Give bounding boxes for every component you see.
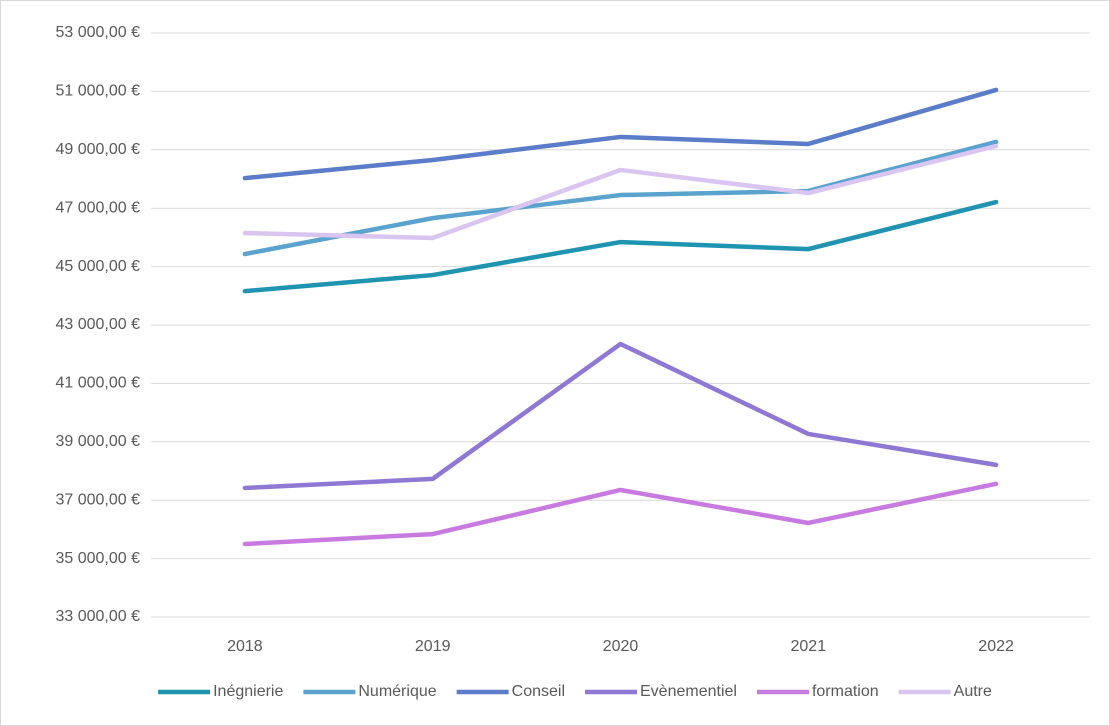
series-line	[242, 199, 999, 294]
y-tick-label: 41 000,00 €	[55, 375, 140, 392]
y-tick-label: 39 000,00 €	[55, 433, 140, 450]
series-line	[242, 87, 999, 181]
y-tick-label: 53 000,00 €	[55, 24, 140, 41]
legend-label: Autre	[954, 683, 992, 700]
series-line	[242, 139, 999, 257]
y-tick-label: 43 000,00 €	[55, 316, 140, 333]
series-line	[242, 143, 999, 241]
x-tick-label: 2022	[978, 638, 1014, 655]
legend: Inégnierie Numérique Conseil Evènementiel fo…	[158, 683, 992, 700]
legend-label: Conseil	[512, 683, 565, 700]
y-tick-label: 45 000,00 €	[55, 258, 140, 275]
x-tick-label: 2018	[227, 638, 263, 655]
series-line	[242, 481, 999, 547]
legend-label: formation	[812, 683, 879, 700]
y-tick-label: 49 000,00 €	[55, 141, 140, 158]
y-tick-label: 35 000,00 €	[55, 550, 140, 567]
legend-label: Numérique	[358, 683, 436, 700]
legend-label: Inégnierie	[213, 683, 283, 700]
x-tick-label: 2019	[415, 638, 451, 655]
x-tick-label: 2020	[603, 638, 639, 655]
legend-label: Evènementiel	[640, 683, 737, 700]
y-tick-label: 51 000,00 €	[55, 83, 140, 100]
y-tick-label: 37 000,00 €	[55, 491, 140, 508]
x-tick-label: 2021	[791, 638, 827, 655]
y-tick-label: 33 000,00 €	[55, 608, 140, 625]
y-tick-label: 47 000,00 €	[55, 199, 140, 216]
series-line	[242, 341, 999, 491]
